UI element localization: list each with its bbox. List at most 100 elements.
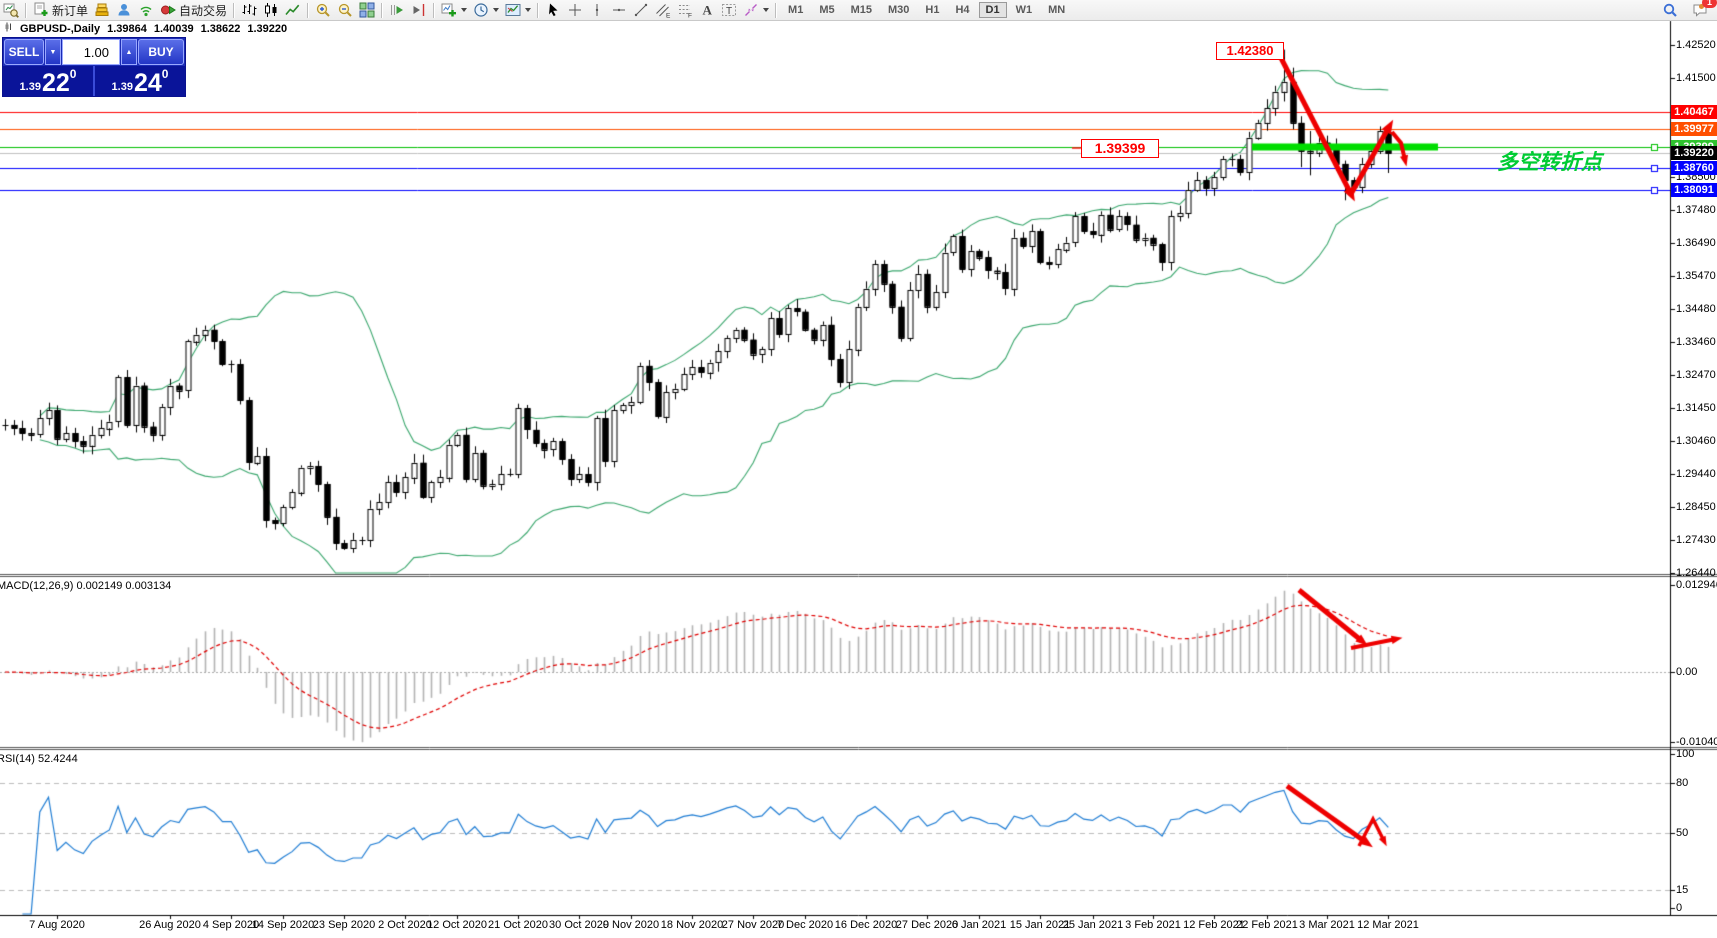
- hline-button[interactable]: [608, 1, 630, 19]
- chevron-down-icon[interactable]: [763, 8, 770, 12]
- fibonacci-button[interactable]: F: [674, 1, 696, 19]
- search-icon[interactable]: [1659, 1, 1681, 19]
- ask-price[interactable]: 1.39 24 0: [95, 66, 185, 96]
- zoom-out-button[interactable]: [334, 1, 356, 19]
- bars-chart-icon: [241, 2, 257, 18]
- bid-price[interactable]: 1.39 22 0: [3, 66, 93, 96]
- date-tick-label: 25 Jan 2021: [1062, 919, 1124, 931]
- timeframe-m15-button[interactable]: M15: [850, 4, 872, 16]
- vline-icon: [589, 2, 605, 18]
- timeframe-toolbar: M1 M5 M15 M30 H1 H4 D1 W1 MN: [780, 2, 1073, 18]
- date-tick-label: 6 Jan 2021: [951, 919, 1007, 931]
- chart-title: GBPUSD-,Daily 1.39864 1.40039 1.38622 1.…: [3, 22, 287, 35]
- buy-button[interactable]: BUY: [138, 39, 184, 65]
- toolbar-separator: [381, 2, 384, 18]
- price-badge: 1.38091: [1671, 183, 1717, 197]
- macd-pane-label: MACD(12,26,9) 0.002149 0.003134: [0, 580, 172, 592]
- timeframe-mn-button[interactable]: MN: [1048, 4, 1066, 16]
- bid-big-figure: 1.39: [19, 81, 41, 93]
- toolbar-separator: [537, 2, 540, 18]
- date-tick-label: 14 Sep 2020: [251, 919, 315, 931]
- text-label-icon: T: [721, 2, 737, 18]
- new-order-button[interactable]: 新订单: [30, 1, 91, 19]
- chart-shift-button[interactable]: [408, 1, 430, 19]
- price-tick-label: 1.32470: [1676, 369, 1716, 381]
- chart-title-icon: [3, 22, 13, 35]
- rsi-axis-label: 100: [1676, 748, 1695, 760]
- periods-icon: [473, 2, 489, 18]
- volume-decrease-button[interactable]: ▼: [45, 39, 61, 65]
- price-tick-label: 1.33460: [1676, 336, 1716, 348]
- templates-button[interactable]: [502, 1, 534, 19]
- date-tick-label: 9 Nov 2020: [602, 919, 660, 931]
- timeframe-d1-button[interactable]: D1: [978, 2, 1007, 18]
- timeframe-m30-button[interactable]: M30: [888, 4, 910, 16]
- line-chart-button[interactable]: [282, 1, 304, 19]
- timeframe-h4-button[interactable]: H4: [955, 4, 970, 16]
- market-button[interactable]: [91, 1, 113, 19]
- svg-text:T: T: [726, 6, 732, 17]
- signals-button[interactable]: [135, 1, 157, 19]
- bid-point: 0: [69, 67, 77, 81]
- community-icon: [116, 2, 132, 18]
- zoom-in-button[interactable]: [312, 1, 334, 19]
- channel-icon: E: [655, 2, 671, 18]
- new-chart-magnifier-button[interactable]: [0, 1, 22, 19]
- svg-text:F: F: [688, 13, 692, 19]
- ask-pips: 24: [133, 69, 162, 97]
- price-tick-label: 1.28450: [1676, 501, 1716, 513]
- open-value: 1.39864: [107, 22, 147, 35]
- cursor-button[interactable]: [542, 1, 564, 19]
- price-badge: 1.38760: [1671, 161, 1717, 175]
- timeframe-m1-button[interactable]: M1: [788, 4, 804, 16]
- sell-button[interactable]: SELL: [4, 39, 44, 65]
- chevron-down-icon[interactable]: [461, 8, 468, 12]
- text-button[interactable]: A: [696, 1, 718, 19]
- chat-icon[interactable]: 1: [1689, 0, 1717, 19]
- turning-point-note[interactable]: 多空转折点: [1497, 151, 1602, 174]
- auto-scroll-button[interactable]: [386, 1, 408, 19]
- date-tick-label: 3 Mar 2021: [1299, 919, 1355, 931]
- cursor-icon: [545, 2, 561, 18]
- support-price-label[interactable]: 1.39399: [1081, 139, 1159, 158]
- price-tick-label: 1.41500: [1676, 72, 1716, 84]
- chevron-down-icon[interactable]: [525, 8, 532, 12]
- fibonacci-icon: F: [677, 2, 693, 18]
- candles-chart-button[interactable]: [260, 1, 282, 19]
- timeframe-h1-button[interactable]: H1: [925, 4, 940, 16]
- date-tick-label: 2 Oct 2020: [378, 919, 432, 931]
- arrows-tool-button[interactable]: [740, 1, 772, 19]
- auto-scroll-icon: [389, 2, 405, 18]
- price-tick-label: 1.26440: [1676, 567, 1716, 579]
- top-toolbar: 新订单 自动交易 E F A T M1 M5 M15 M30 H1 H4 D1 W1 MN 1: [0, 0, 1717, 21]
- date-tick-label: 18 Nov 2020: [660, 919, 724, 931]
- vline-button[interactable]: [586, 1, 608, 19]
- symbol-period-label: GBPUSD-,Daily: [20, 22, 101, 35]
- timeframe-w1-button[interactable]: W1: [1015, 4, 1033, 16]
- bars-chart-button[interactable]: [238, 1, 260, 19]
- new-order-label: 新订单: [52, 3, 89, 18]
- timeframe-m5-button[interactable]: M5: [819, 4, 835, 16]
- channel-button[interactable]: E: [652, 1, 674, 19]
- line-chart-icon: [285, 2, 301, 18]
- chevron-down-icon[interactable]: [493, 8, 500, 12]
- periods-button[interactable]: [470, 1, 502, 19]
- trendline-button[interactable]: [630, 1, 652, 19]
- volume-increase-button[interactable]: ▲: [121, 39, 137, 65]
- date-tick-label: 23 Sep 2020: [312, 919, 376, 931]
- community-button[interactable]: [113, 1, 135, 19]
- rsi-axis-label: 50: [1676, 827, 1689, 839]
- date-tick-label: 3 Feb 2021: [1125, 919, 1181, 931]
- hline-icon: [611, 2, 627, 18]
- price-tick-label: 1.34480: [1676, 303, 1716, 315]
- autotrading-button[interactable]: 自动交易: [157, 1, 230, 19]
- text-label-button[interactable]: T: [718, 1, 740, 19]
- tile-windows-button[interactable]: [356, 1, 378, 19]
- date-tick-label: 27 Nov 2020: [721, 919, 785, 931]
- peak-price-label[interactable]: 1.42380: [1216, 42, 1284, 60]
- indicators-button[interactable]: [438, 1, 470, 19]
- volume-input[interactable]: 1.00: [62, 39, 120, 65]
- crosshair-button[interactable]: [564, 1, 586, 19]
- high-value: 1.40039: [153, 22, 194, 35]
